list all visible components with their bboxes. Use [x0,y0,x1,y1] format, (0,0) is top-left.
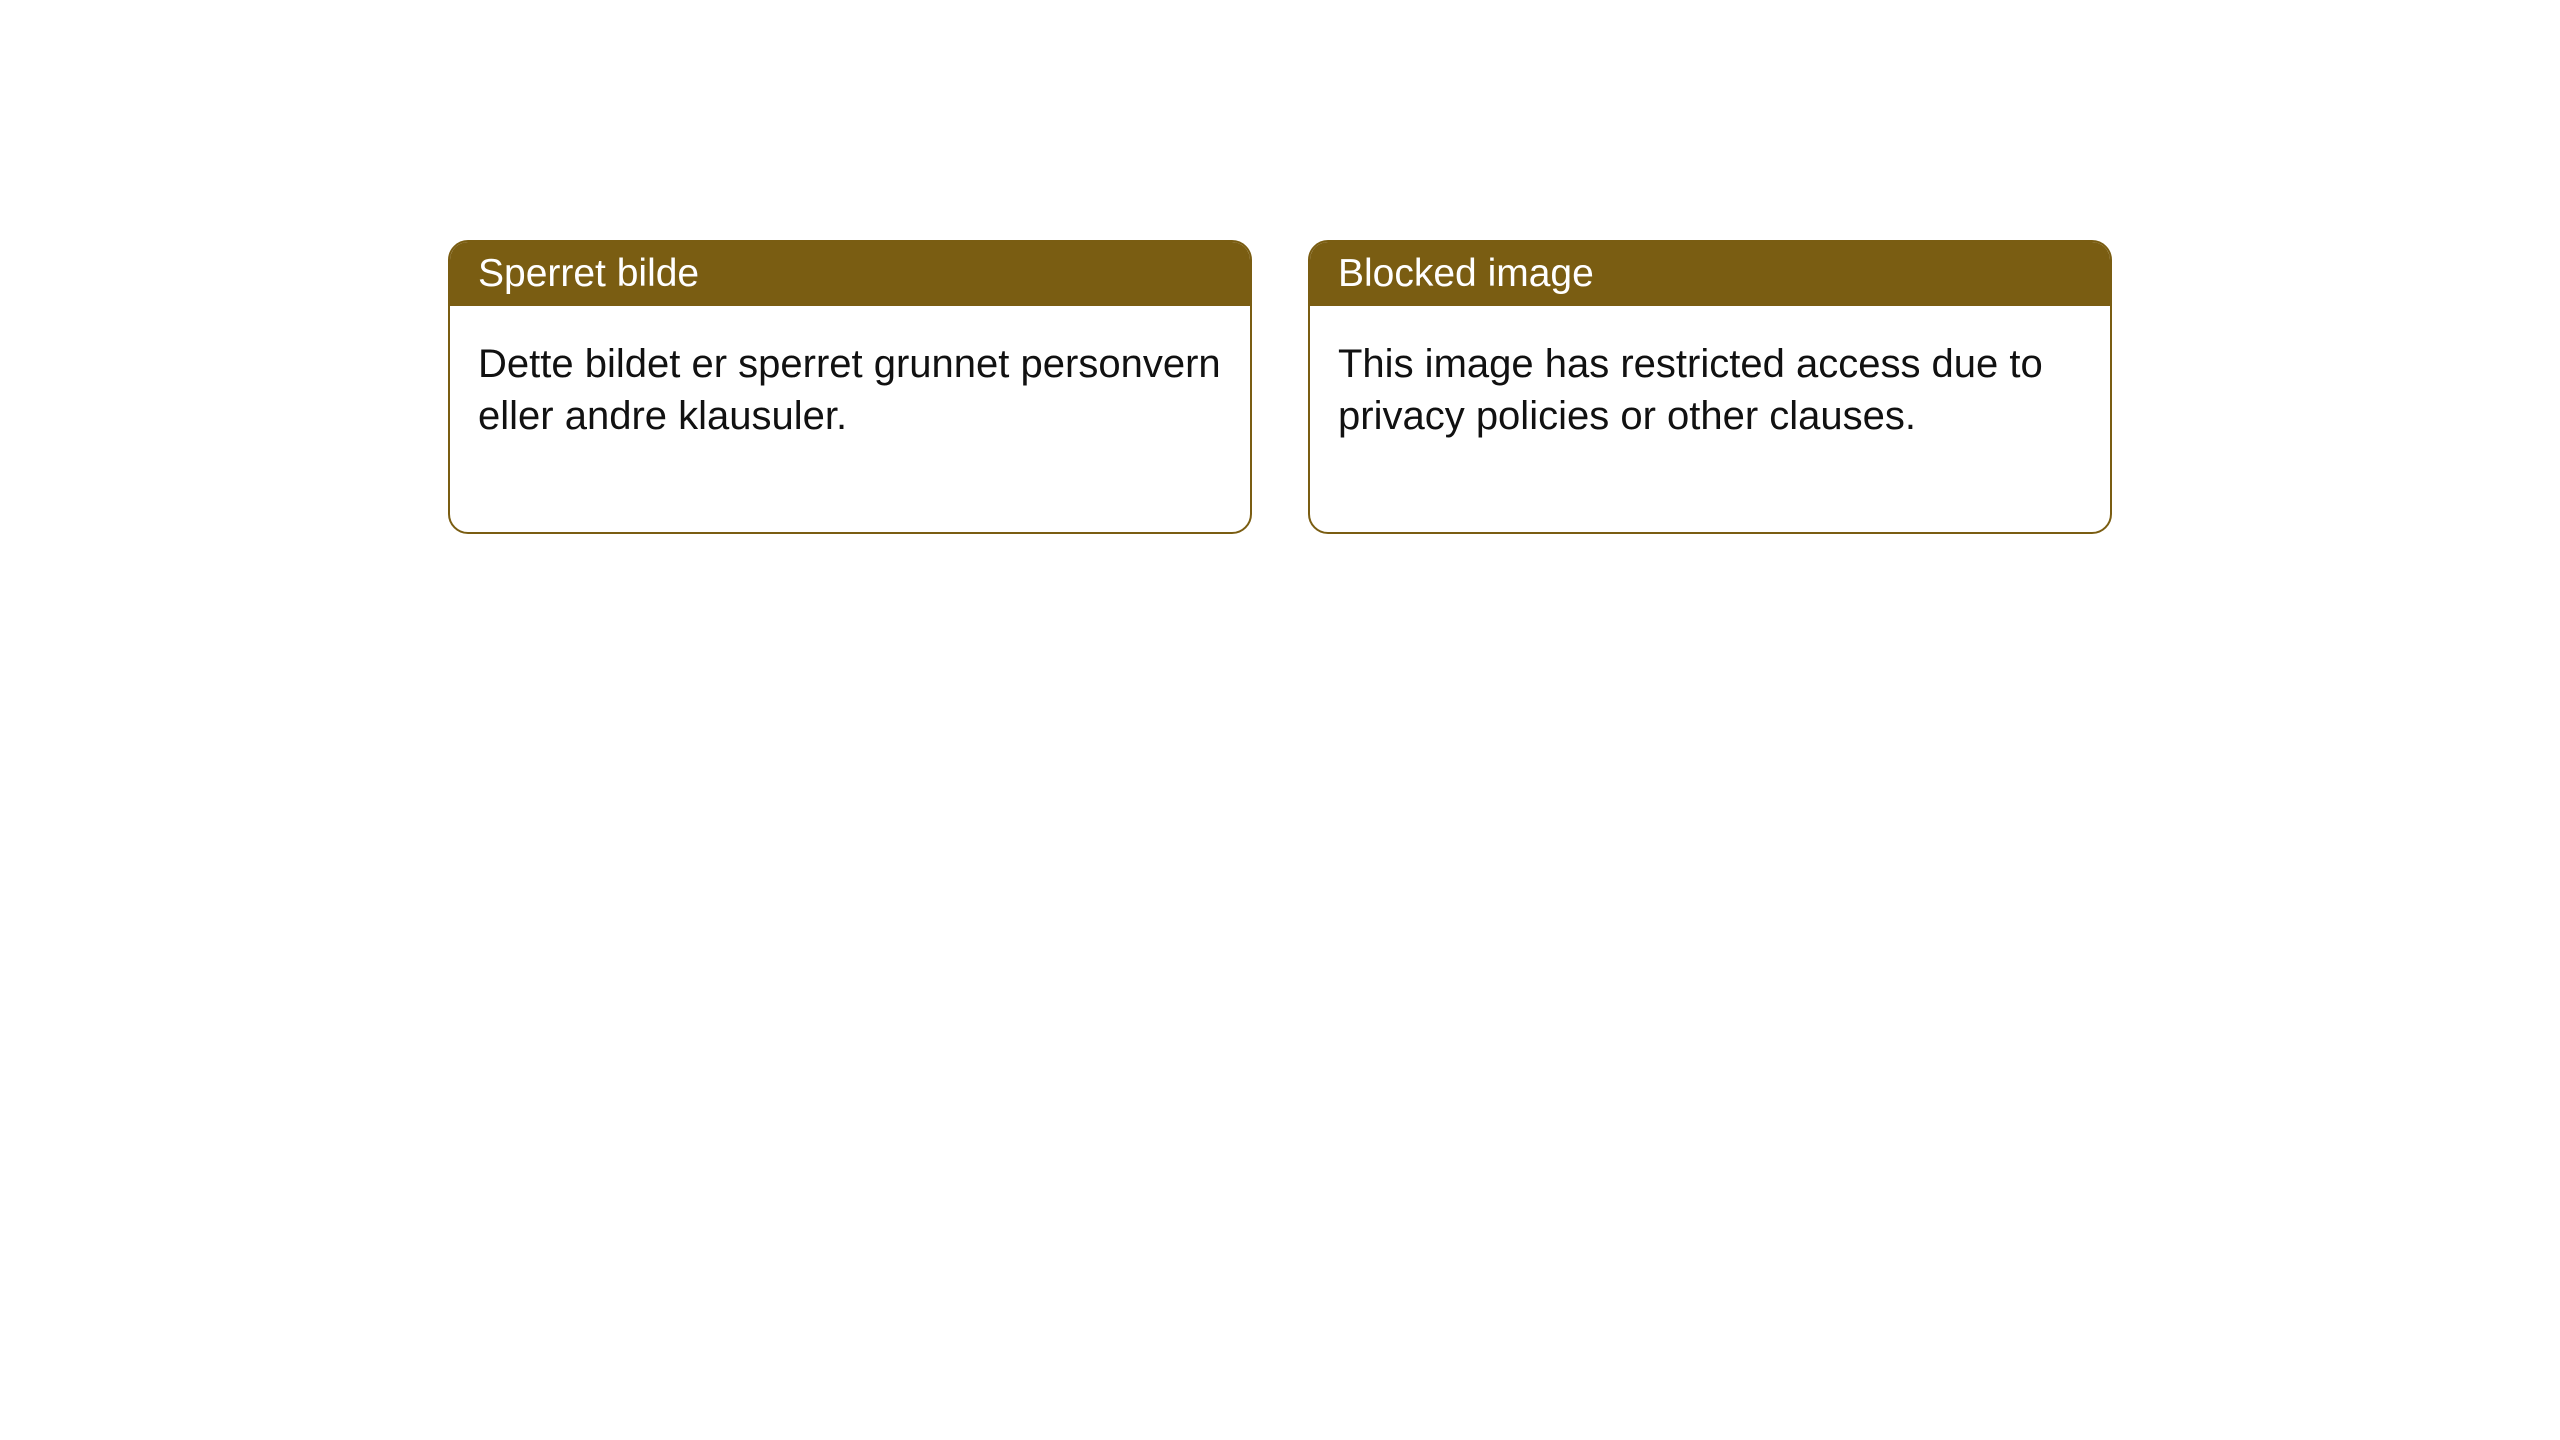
notice-card-title: Sperret bilde [450,242,1250,306]
notice-card-body: This image has restricted access due to … [1310,306,2110,532]
notice-card-no: Sperret bilde Dette bildet er sperret gr… [448,240,1252,534]
notice-cards-row: Sperret bilde Dette bildet er sperret gr… [448,240,2112,534]
notice-card-body: Dette bildet er sperret grunnet personve… [450,306,1250,532]
notice-card-en: Blocked image This image has restricted … [1308,240,2112,534]
notice-card-title: Blocked image [1310,242,2110,306]
